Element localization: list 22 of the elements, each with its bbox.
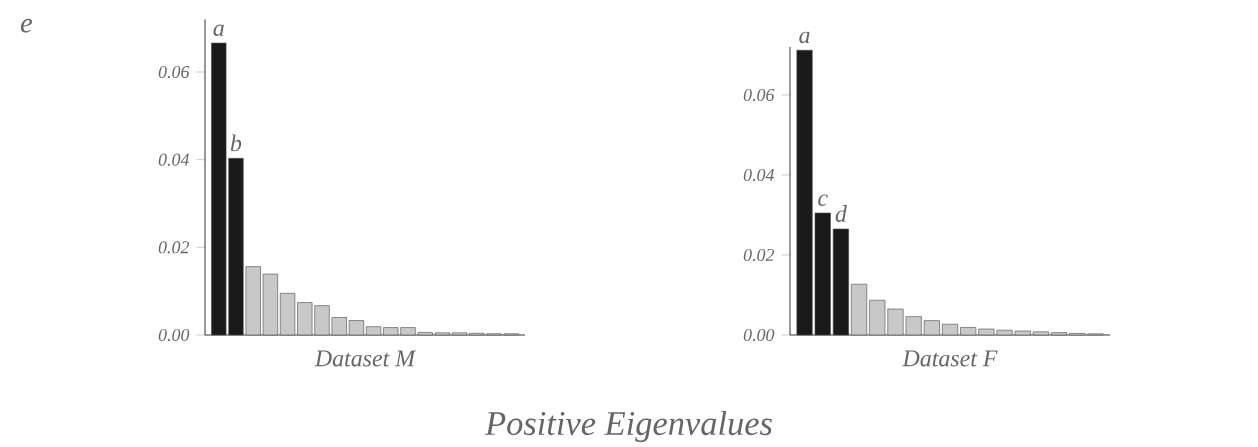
text: e (20, 18, 33, 33)
bar (832, 228, 849, 336)
y-tick-label: 0.02 (743, 248, 775, 262)
y-tick-label: 0.06 (158, 65, 190, 79)
data-label: c (818, 194, 828, 206)
data-label: d (835, 205, 847, 222)
data-label: a (799, 31, 810, 44)
y-tick-label: 0.00 (158, 328, 190, 342)
bar (851, 283, 868, 336)
data-label: a (213, 24, 224, 37)
x-axis-title: Dataset M (314, 350, 417, 367)
data-label: b (230, 134, 242, 152)
y-tick-label: 0.06 (743, 88, 775, 102)
y-tick-label: 0.00 (743, 328, 775, 342)
bar (941, 323, 959, 336)
text: Positive Eigenvalues (484, 410, 772, 443)
y-tick-label: 0.04 (158, 153, 190, 166)
bar (1032, 331, 1049, 336)
bar (1051, 332, 1068, 336)
y-tick-label: 0.02 (158, 241, 190, 254)
y-tick-label: 0.04 (743, 168, 775, 182)
x-axis-title: Dataset F (902, 350, 998, 367)
